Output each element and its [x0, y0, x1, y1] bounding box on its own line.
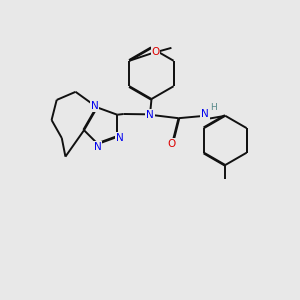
Text: N: N	[116, 133, 124, 142]
Text: O: O	[167, 139, 176, 149]
Text: N: N	[146, 110, 154, 120]
Text: O: O	[152, 47, 160, 57]
Text: H: H	[210, 103, 217, 112]
Text: N: N	[94, 142, 102, 152]
Text: N: N	[91, 101, 99, 111]
Text: N: N	[201, 109, 209, 119]
